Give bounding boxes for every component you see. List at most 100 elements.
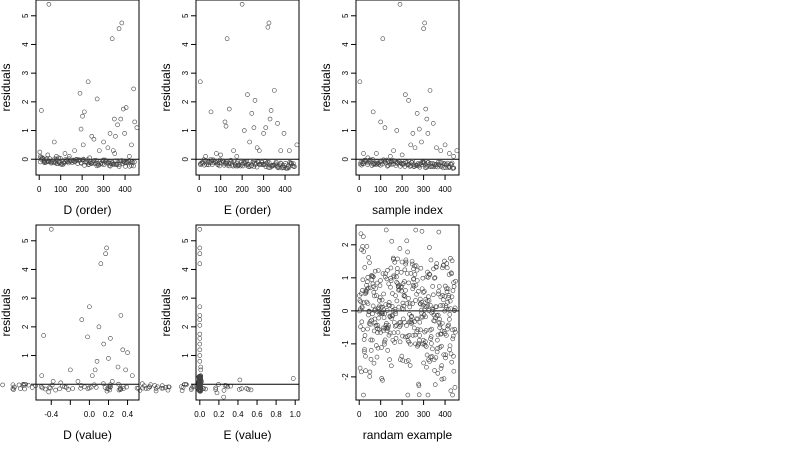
data-point — [394, 280, 399, 285]
data-point — [221, 394, 226, 400]
data-point — [134, 385, 140, 391]
data-point — [115, 364, 121, 370]
data-point — [278, 160, 283, 166]
data-point — [129, 159, 135, 165]
data-point — [438, 148, 444, 153]
x-tick-label: 0 — [357, 185, 362, 194]
data-point — [430, 121, 436, 126]
y-tick-label: 5 — [181, 13, 190, 18]
data-point — [202, 158, 208, 163]
data-point — [374, 280, 380, 286]
data-point — [147, 384, 153, 390]
data-point — [368, 356, 374, 362]
data-point — [91, 382, 97, 388]
data-point — [439, 376, 445, 382]
data-point — [113, 133, 118, 139]
y-tick-label: 5 — [181, 238, 190, 243]
data-point — [448, 388, 454, 394]
data-point — [119, 20, 125, 26]
data-point — [408, 341, 413, 347]
data-point — [388, 278, 394, 284]
data-point — [423, 106, 429, 112]
data-point — [224, 36, 230, 42]
x-tick-label: 0.2 — [103, 410, 115, 419]
data-point — [384, 308, 390, 313]
data-point — [393, 311, 399, 317]
data-point — [11, 387, 16, 392]
data-point — [454, 148, 460, 153]
y-tick-label: 2 — [181, 99, 190, 104]
data-point — [387, 357, 392, 362]
x-tick-label: 0 — [37, 185, 42, 194]
data-point — [104, 388, 110, 394]
data-point — [121, 106, 126, 112]
data-point — [445, 326, 450, 332]
data-point — [393, 309, 398, 314]
x-tick-label: 0.6 — [251, 410, 263, 419]
data-point — [434, 304, 439, 310]
data-point — [450, 327, 455, 333]
data-point — [404, 271, 410, 276]
data-point — [180, 385, 186, 390]
data-point — [145, 386, 151, 391]
data-point — [266, 160, 272, 165]
y-axis-label: residuals — [319, 288, 333, 336]
data-point — [38, 384, 44, 390]
data-point — [357, 308, 362, 314]
data-point — [197, 261, 203, 267]
data-point — [395, 281, 401, 286]
data-point — [267, 116, 273, 122]
y-tick-label: 5 — [21, 238, 30, 243]
data-point — [407, 304, 413, 310]
data-point — [408, 142, 414, 148]
data-point — [439, 328, 445, 334]
data-point — [363, 289, 369, 294]
data-point — [423, 339, 428, 344]
data-point — [445, 286, 451, 292]
data-point — [361, 392, 366, 398]
data-point — [442, 142, 448, 148]
data-point — [427, 359, 432, 364]
y-tick-label: 3 — [21, 295, 30, 300]
data-point — [289, 161, 294, 166]
data-point — [18, 386, 23, 391]
data-point — [450, 336, 456, 342]
data-point — [386, 323, 391, 328]
data-point — [416, 383, 422, 388]
data-point — [382, 337, 388, 343]
data-point — [62, 151, 68, 156]
data-point — [123, 105, 129, 110]
data-point — [372, 293, 377, 299]
data-point — [116, 26, 122, 31]
x-tick-label: 200 — [395, 185, 409, 194]
data-point — [26, 382, 31, 388]
data-point — [132, 159, 137, 165]
data-point — [383, 227, 389, 233]
data-point — [197, 323, 203, 328]
data-point — [390, 313, 395, 319]
data-point — [75, 379, 81, 384]
data-point — [207, 159, 212, 165]
data-point — [265, 24, 271, 30]
data-point — [244, 386, 249, 391]
data-point — [382, 341, 387, 347]
data-point — [60, 383, 65, 389]
data-point — [439, 343, 444, 349]
data-point — [87, 304, 92, 310]
data-point — [387, 330, 393, 336]
data-point — [367, 260, 372, 266]
y-tick-label: -1 — [341, 340, 350, 348]
data-point — [407, 301, 413, 306]
data-point — [412, 272, 418, 277]
data-point — [362, 347, 367, 352]
data-point — [416, 289, 421, 294]
data-point — [153, 388, 159, 394]
data-point — [91, 158, 97, 163]
data-point — [433, 264, 439, 270]
data-point — [364, 244, 370, 249]
data-point — [430, 307, 436, 313]
data-point — [47, 156, 53, 161]
data-point — [418, 314, 424, 320]
data-point — [443, 355, 448, 361]
